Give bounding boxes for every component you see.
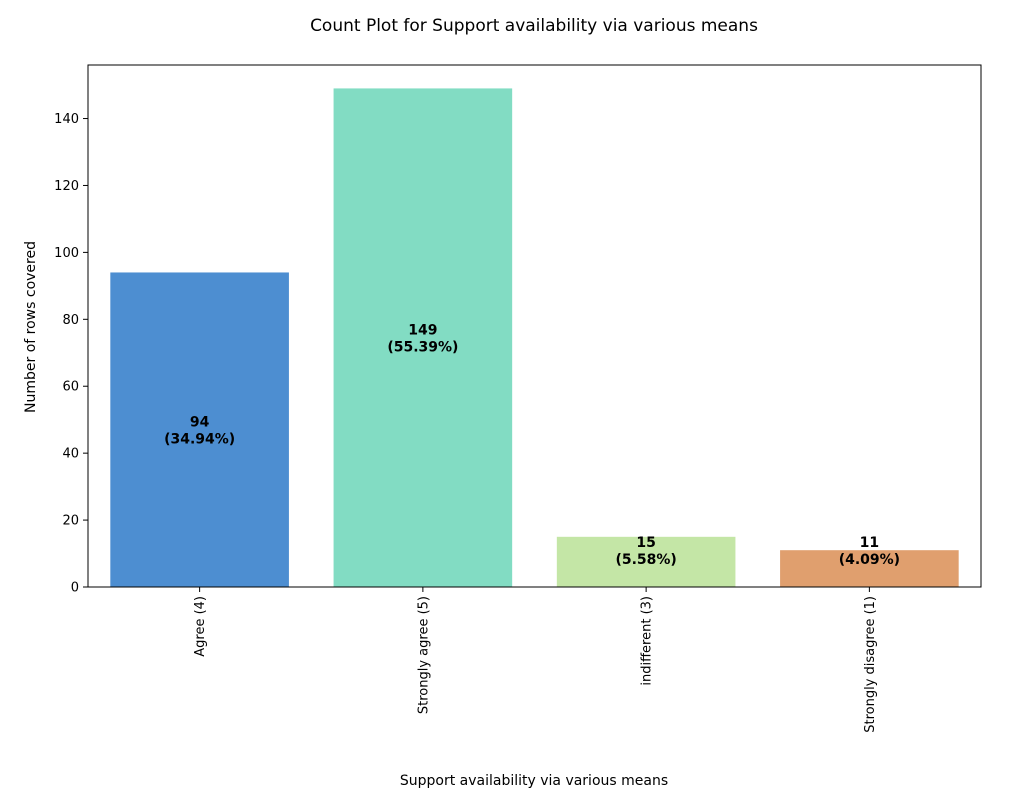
x-tick-label: Agree (4) [193, 596, 208, 657]
bar-value-label: 11 [860, 535, 879, 551]
bar-value-label: 94 [190, 415, 210, 431]
x-tick-label: Strongly disagree (1) [863, 596, 878, 733]
y-tick-label: 40 [62, 447, 79, 462]
bar-percent-label: (5.58%) [615, 552, 676, 568]
x-tick-label: Strongly agree (5) [416, 596, 431, 714]
bar-value-label: 15 [636, 535, 655, 551]
x-tick-label: indifferent (3) [640, 596, 655, 686]
bar [556, 536, 736, 587]
y-axis-label: Number of rows covered [23, 241, 39, 413]
y-tick-label: 0 [71, 581, 79, 596]
bar-percent-label: (4.09%) [839, 552, 900, 568]
y-tick-label: 80 [62, 313, 79, 328]
y-tick-label: 140 [54, 112, 79, 127]
plot-area: 94(34.94%) 149(55.39%) 15(5.58%) 11(4.09%) 0… [54, 64, 982, 733]
x-axis-label: Support availability via various means [400, 773, 668, 789]
chart-title: Count Plot for Support availability via … [310, 16, 758, 36]
y-tick-label: 20 [62, 514, 79, 529]
bar-percent-label: (55.39%) [387, 340, 458, 356]
y-tick-label: 60 [62, 380, 79, 395]
y-tick-label: 100 [54, 246, 79, 261]
plot-frame [87, 64, 982, 588]
y-tick-label: 120 [54, 179, 79, 194]
bar-percent-label: (34.94%) [164, 432, 235, 448]
bar [333, 88, 513, 588]
bar-value-label: 149 [408, 323, 437, 339]
bar [110, 272, 289, 587]
bar [780, 550, 959, 587]
